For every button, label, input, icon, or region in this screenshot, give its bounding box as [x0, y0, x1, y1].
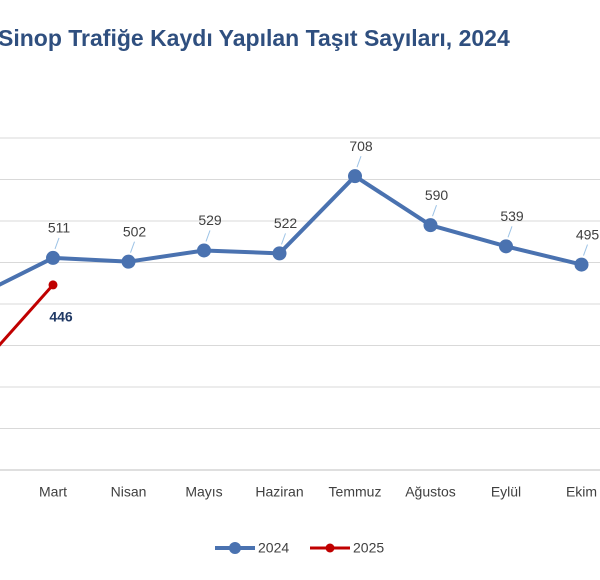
- data-label: 502: [123, 223, 147, 239]
- data-point: [348, 169, 362, 184]
- label-leader: [130, 241, 135, 253]
- legend-marker: [325, 543, 335, 553]
- data-point: [574, 257, 589, 272]
- x-tick-label: Mayıs: [185, 484, 222, 500]
- data-label: 522: [274, 215, 298, 231]
- label-leader: [356, 156, 362, 168]
- data-point: [272, 246, 287, 261]
- x-tick-label: Haziran: [255, 484, 303, 500]
- label-leader: [432, 204, 437, 217]
- legend-label: 2025: [353, 540, 384, 556]
- data-point: [46, 250, 60, 265]
- x-tick-label: Eylül: [491, 484, 521, 500]
- series-line: [0, 283, 55, 347]
- data-label: 446: [49, 309, 73, 325]
- legend: 2024 2025: [215, 540, 384, 556]
- label-leader: [583, 244, 588, 256]
- legend-label: 2024: [258, 540, 289, 556]
- x-tick-label: Ağustos: [405, 484, 456, 500]
- label-leader: [507, 226, 513, 238]
- data-point: [423, 218, 438, 233]
- x-tick-label: Temmuz: [329, 484, 382, 500]
- data-label: 708: [349, 138, 373, 154]
- data-point: [121, 254, 136, 269]
- data-point: [48, 280, 58, 290]
- x-tick-label: Ekim: [566, 484, 597, 500]
- x-tick-label: Nisan: [111, 484, 147, 500]
- series-line: [0, 174, 582, 287]
- label-leader: [281, 233, 286, 245]
- x-tick-label: Mart: [39, 484, 67, 500]
- legend-marker: [229, 542, 241, 554]
- data-point: [499, 239, 513, 254]
- label-leader: [54, 237, 60, 250]
- data-point: [197, 243, 211, 258]
- data-label: 539: [500, 208, 524, 224]
- grid: [0, 137, 600, 471]
- chart-title: Sinop Trafiğe Kaydı Yapılan Taşıt Sayıla…: [0, 25, 510, 51]
- data-label: 590: [425, 187, 449, 203]
- plot-area: Mart Nisan Mayıs Haziran Temmuz Ağustos Eylül E…: [0, 138, 599, 500]
- data-label: 495: [576, 226, 600, 242]
- data-label: 529: [198, 212, 222, 228]
- data-label: 511: [48, 220, 71, 236]
- label-leader: [205, 230, 211, 242]
